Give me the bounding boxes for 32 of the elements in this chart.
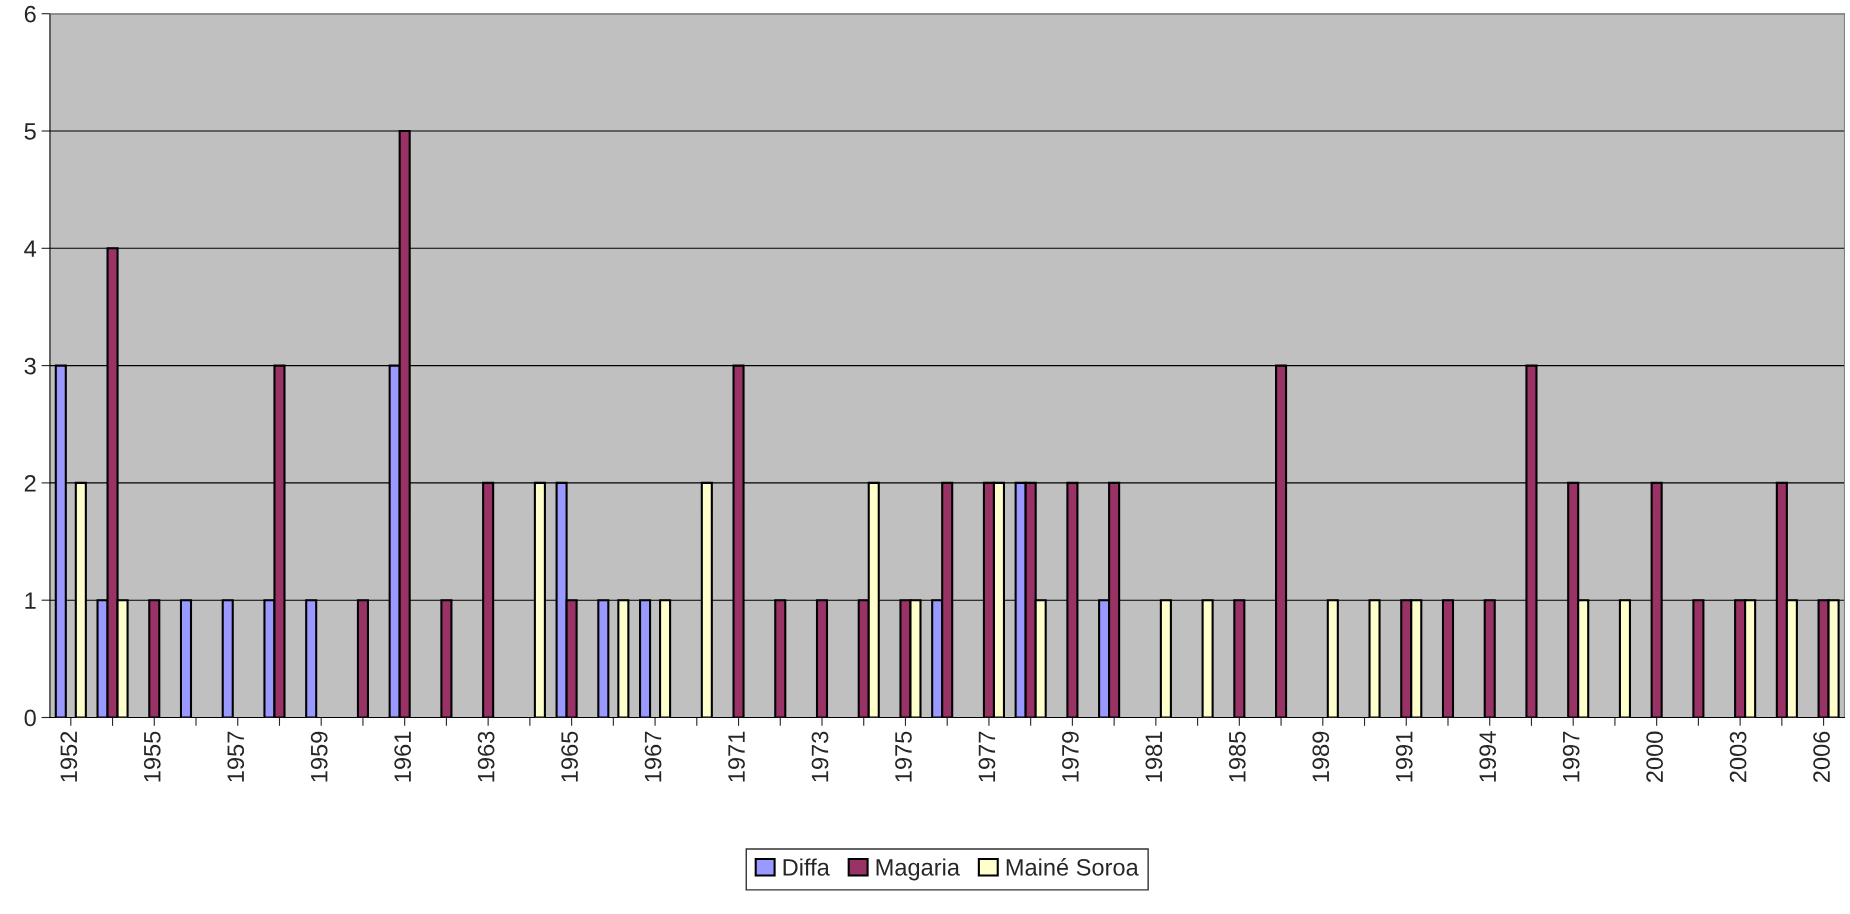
legend-label: Mainé Soroa [1006,858,1139,876]
x-tick-label: 1981 [1145,731,1163,782]
legend-label: Magaria [876,858,960,881]
y-tick-label: 2 [24,474,36,492]
x-tick-label: 1977 [978,731,996,782]
x-tick-label: 1985 [1228,731,1246,782]
x-tick-label: 1957 [227,731,245,782]
x-tick-label: 1973 [811,731,829,782]
legend-label: Diffa [783,858,830,876]
x-tick-label: 1991 [1395,731,1413,782]
x-tick-label: 1965 [561,731,578,782]
x-tick-label: 2000 [1646,731,1663,783]
x-tick-label: 1967 [644,731,662,782]
x-tick-label: 1961 [394,731,412,782]
x-tick-label: 1997 [1562,731,1580,782]
x-tick-label: 1959 [310,731,328,782]
x-tick-label: 1955 [143,731,161,782]
x-tick-label: 1979 [1062,731,1079,782]
y-tick-label: 3 [24,357,36,375]
y-tick-label: 4 [24,240,37,257]
y-tick-label: 5 [24,123,36,140]
x-tick-label: 2003 [1729,731,1747,783]
x-tick-label: 1952 [60,731,78,782]
y-tick-label: 6 [24,5,36,23]
x-tick-label: 1963 [477,731,495,782]
y-tick-label: 0 [24,709,36,727]
x-tick-label: 1994 [1479,731,1497,782]
x-tick-label: 1989 [1312,731,1330,782]
x-tick-label: 1975 [895,731,912,782]
x-tick-label: 2006 [1813,731,1830,783]
x-tick-label: 1971 [728,731,745,782]
y-tick-label: 1 [25,592,36,609]
